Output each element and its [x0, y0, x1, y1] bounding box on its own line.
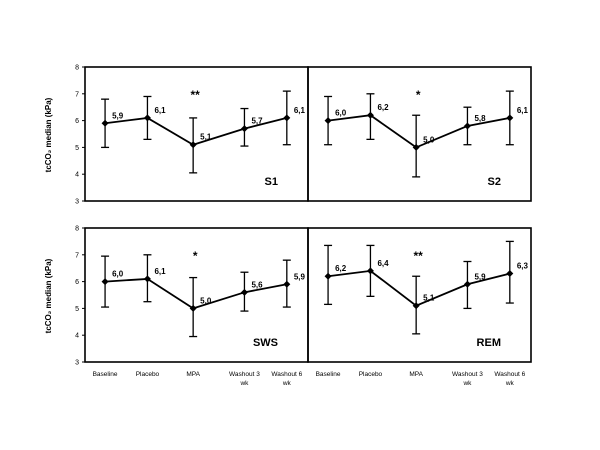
x-category-label: wk [462, 380, 472, 387]
data-label: 6,0 [112, 270, 124, 279]
panel-label: S1 [265, 176, 278, 188]
panel-s2: 6,0 6,2 5,0 5,8 6,1 * S2 [307, 66, 532, 202]
data-label: 6,1 [517, 106, 529, 115]
panel-s1: 3 4 5 6 7 8 5,9 6,1 5,1 5,7 6,1 ** S1 [75, 65, 309, 206]
data-point [506, 114, 514, 122]
data-label: 6,1 [154, 267, 166, 276]
data-label: 5,9 [474, 272, 486, 281]
y-tick-label: 8 [75, 226, 79, 233]
x-category-label: wk [282, 380, 292, 387]
y-axis-label-bottom: tcCO₂ median (kPa) [44, 258, 53, 333]
data-point [283, 280, 291, 288]
x-category-label: Placebo [359, 371, 383, 378]
x-category-label: Washout 6 [271, 371, 302, 378]
y-tick-label: 3 [75, 199, 79, 206]
data-point [366, 111, 374, 119]
data-point [189, 141, 197, 149]
data-label: 6,2 [377, 103, 389, 112]
y-tick-label: 4 [75, 333, 79, 340]
data-point [143, 114, 151, 122]
significance-marker: * [193, 249, 198, 263]
plot-frame [307, 227, 532, 363]
data-label: 5,6 [251, 280, 263, 289]
data-point [463, 280, 471, 288]
data-label: 5,1 [423, 294, 435, 303]
data-label: 6,1 [294, 106, 306, 115]
x-category-label: MPA [409, 371, 423, 378]
data-label: 5,0 [200, 296, 212, 305]
data-label: 6,0 [335, 109, 347, 118]
y-tick-label: 3 [75, 360, 79, 367]
panel-sws: 3 4 5 6 7 8 6,0 6,1 5,0 5,6 5,9 * SWS Baseline Placebo… [75, 226, 309, 387]
y-tick-label: 6 [75, 279, 79, 286]
y-tick-label: 5 [75, 145, 79, 152]
y-axis-label-top: tcCO₂ median (kPa) [44, 97, 53, 172]
significance-marker: * [416, 88, 421, 102]
panel-rem: 6,2 6,4 5,1 5,9 6,3 ** REM Baseline Placebo MPA Wa… [307, 227, 532, 387]
data-point [412, 143, 420, 151]
data-label: 6,4 [377, 259, 389, 268]
data-label: 6,3 [517, 262, 529, 271]
data-point [143, 275, 151, 283]
panel-label: SWS [253, 337, 278, 349]
x-category-label: Baseline [93, 371, 118, 378]
data-label: 5,9 [112, 111, 124, 120]
data-label: 5,8 [474, 114, 486, 123]
data-label: 5,0 [423, 135, 435, 144]
data-point [240, 288, 248, 296]
x-category-label: Washout 3 [452, 371, 483, 378]
data-point [240, 125, 248, 133]
data-point [324, 117, 332, 125]
data-point [463, 122, 471, 130]
data-point [101, 278, 109, 286]
x-category-label: Baseline [316, 371, 341, 378]
y-tick-label: 7 [75, 252, 79, 259]
significance-marker: ** [413, 249, 423, 263]
y-tick-label: 7 [75, 91, 79, 98]
y-tick-label: 4 [75, 172, 79, 179]
x-category-label: MPA [186, 371, 200, 378]
plot-frame [307, 66, 532, 202]
panel-label: S2 [488, 176, 501, 188]
data-point [283, 114, 291, 122]
data-point [189, 304, 197, 312]
y-tick-label: 5 [75, 306, 79, 313]
panels: 3456785,96,15,15,76,1**S16,06,25,05,86,1… [75, 65, 532, 387]
y-tick-label: 8 [75, 65, 79, 72]
data-point [101, 119, 109, 127]
data-point [506, 270, 514, 278]
x-category-label: wk [505, 380, 515, 387]
significance-marker: ** [190, 88, 200, 102]
data-label: 6,2 [335, 264, 347, 273]
y-tick-label: 6 [75, 118, 79, 125]
data-label: 5,9 [294, 272, 306, 281]
data-point [366, 267, 374, 275]
panel-label: REM [477, 337, 501, 349]
x-category-label: wk [239, 380, 249, 387]
data-label: 5,7 [251, 117, 263, 126]
x-category-label: Washout 3 [229, 371, 260, 378]
data-label: 5,1 [200, 133, 212, 142]
data-point [412, 302, 420, 310]
x-category-label: Placebo [136, 371, 160, 378]
data-point [324, 272, 332, 280]
data-label: 6,1 [154, 106, 166, 115]
x-category-label: Washout 6 [494, 371, 525, 378]
